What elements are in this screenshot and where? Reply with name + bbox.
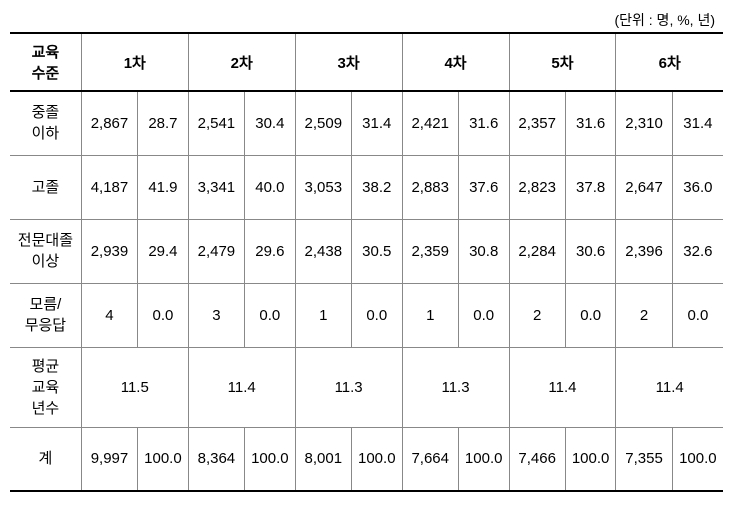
- table-row-avg: 평균교육년수11.511.411.311.311.411.4: [10, 347, 723, 427]
- cell-percent: 30.8: [458, 219, 509, 283]
- cell-count: 2,939: [81, 219, 137, 283]
- cell-percent: 100.0: [351, 427, 402, 491]
- cell-percent: 100.0: [565, 427, 616, 491]
- cell-avg: 11.4: [188, 347, 295, 427]
- cell-percent: 30.4: [245, 91, 296, 155]
- cell-percent: 31.6: [565, 91, 616, 155]
- header-wave-1: 1차: [81, 33, 188, 91]
- cell-percent: 0.0: [458, 283, 509, 347]
- table-row: 전문대졸이상2,93929.42,47929.62,43830.52,35930…: [10, 219, 723, 283]
- cell-count: 4,187: [81, 155, 137, 219]
- table-row: 중졸이하2,86728.72,54130.42,50931.42,42131.6…: [10, 91, 723, 155]
- cell-percent: 30.6: [565, 219, 616, 283]
- header-row-label: 교육수준: [10, 33, 81, 91]
- cell-count: 3,053: [295, 155, 351, 219]
- cell-count: 1: [402, 283, 458, 347]
- table-header-row: 교육수준 1차 2차 3차 4차 5차 6차: [10, 33, 723, 91]
- cell-percent: 0.0: [245, 283, 296, 347]
- cell-percent: 29.4: [138, 219, 189, 283]
- row-label: 전문대졸이상: [10, 219, 81, 283]
- cell-count: 2,310: [616, 91, 672, 155]
- cell-percent: 0.0: [138, 283, 189, 347]
- cell-count: 4: [81, 283, 137, 347]
- cell-count: 2,357: [509, 91, 565, 155]
- cell-percent: 37.6: [458, 155, 509, 219]
- cell-avg: 11.5: [81, 347, 188, 427]
- cell-percent: 40.0: [245, 155, 296, 219]
- row-label: 평균교육년수: [10, 347, 81, 427]
- cell-count: 2,867: [81, 91, 137, 155]
- table-row: 모름/무응답40.030.010.010.020.020.0: [10, 283, 723, 347]
- unit-note: (단위 : 명, %, 년): [10, 10, 723, 30]
- header-wave-2: 2차: [188, 33, 295, 91]
- row-label: 모름/무응답: [10, 283, 81, 347]
- cell-count: 2,396: [616, 219, 672, 283]
- cell-percent: 38.2: [351, 155, 402, 219]
- cell-count: 2: [616, 283, 672, 347]
- education-level-table: 교육수준 1차 2차 3차 4차 5차 6차 중졸이하2,86728.72,54…: [10, 32, 723, 492]
- cell-percent: 0.0: [351, 283, 402, 347]
- cell-count: 7,664: [402, 427, 458, 491]
- cell-percent: 37.8: [565, 155, 616, 219]
- cell-count: 2,438: [295, 219, 351, 283]
- header-wave-5: 5차: [509, 33, 616, 91]
- cell-percent: 32.6: [672, 219, 723, 283]
- cell-count: 2: [509, 283, 565, 347]
- cell-count: 7,466: [509, 427, 565, 491]
- cell-count: 2,541: [188, 91, 244, 155]
- cell-percent: 31.4: [351, 91, 402, 155]
- row-label: 고졸: [10, 155, 81, 219]
- cell-percent: 100.0: [672, 427, 723, 491]
- cell-percent: 0.0: [565, 283, 616, 347]
- cell-count: 8,364: [188, 427, 244, 491]
- row-label: 계: [10, 427, 81, 491]
- cell-count: 2,823: [509, 155, 565, 219]
- table-body: 중졸이하2,86728.72,54130.42,50931.42,42131.6…: [10, 91, 723, 491]
- row-label: 중졸이하: [10, 91, 81, 155]
- cell-percent: 31.4: [672, 91, 723, 155]
- table-row: 고졸4,18741.93,34140.03,05338.22,88337.62,…: [10, 155, 723, 219]
- cell-count: 8,001: [295, 427, 351, 491]
- cell-percent: 100.0: [458, 427, 509, 491]
- cell-count: 2,509: [295, 91, 351, 155]
- cell-count: 2,883: [402, 155, 458, 219]
- cell-percent: 41.9: [138, 155, 189, 219]
- cell-count: 3,341: [188, 155, 244, 219]
- cell-count: 9,997: [81, 427, 137, 491]
- cell-percent: 100.0: [245, 427, 296, 491]
- header-wave-6: 6차: [616, 33, 723, 91]
- cell-count: 2,359: [402, 219, 458, 283]
- cell-count: 1: [295, 283, 351, 347]
- cell-avg: 11.3: [295, 347, 402, 427]
- cell-avg: 11.4: [509, 347, 616, 427]
- cell-count: 2,421: [402, 91, 458, 155]
- header-wave-4: 4차: [402, 33, 509, 91]
- cell-count: 7,355: [616, 427, 672, 491]
- cell-count: 3: [188, 283, 244, 347]
- header-wave-3: 3차: [295, 33, 402, 91]
- cell-count: 2,284: [509, 219, 565, 283]
- cell-avg: 11.3: [402, 347, 509, 427]
- cell-percent: 29.6: [245, 219, 296, 283]
- cell-percent: 31.6: [458, 91, 509, 155]
- cell-count: 2,479: [188, 219, 244, 283]
- table-row-total: 계9,997100.08,364100.08,001100.07,664100.…: [10, 427, 723, 491]
- cell-percent: 28.7: [138, 91, 189, 155]
- cell-count: 2,647: [616, 155, 672, 219]
- cell-percent: 100.0: [138, 427, 189, 491]
- cell-percent: 30.5: [351, 219, 402, 283]
- cell-percent: 0.0: [672, 283, 723, 347]
- cell-avg: 11.4: [616, 347, 723, 427]
- cell-percent: 36.0: [672, 155, 723, 219]
